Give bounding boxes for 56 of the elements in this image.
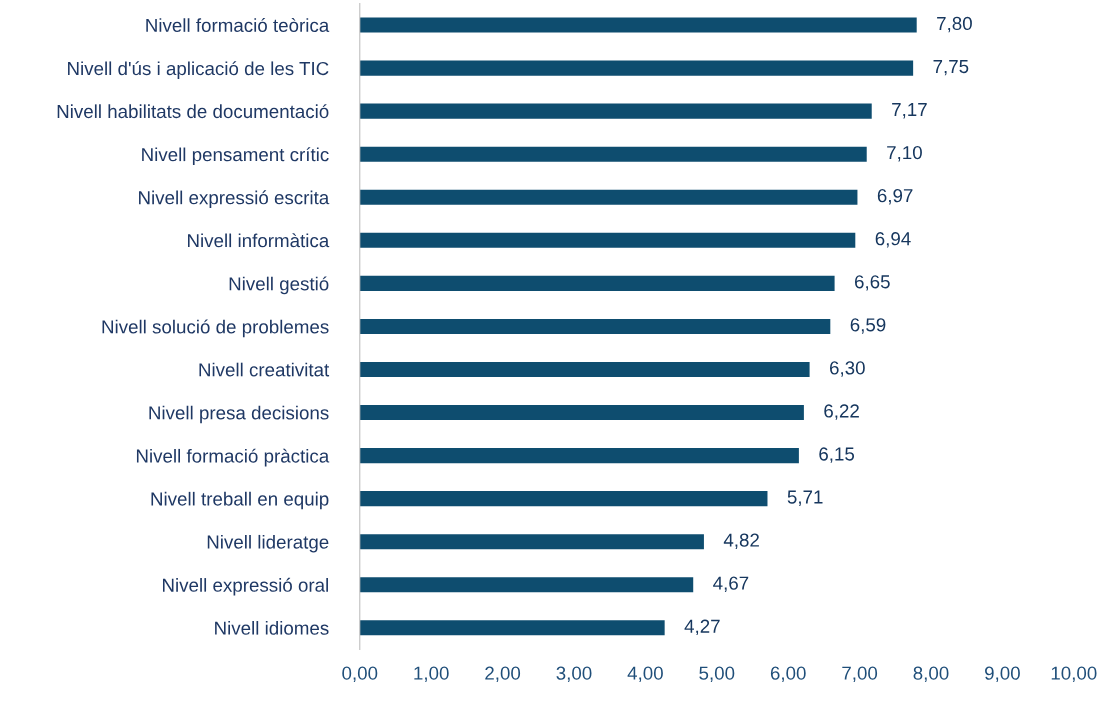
- bar: [359, 577, 694, 593]
- data-label: 7,75: [933, 60, 969, 76]
- data-label: 6,22: [824, 404, 859, 420]
- y-tick-label: Nivell informàtica: [188, 233, 330, 248]
- bar: [359, 189, 858, 205]
- y-tick-label: Nivell treball en equip: [151, 491, 329, 510]
- x-tick-label: 3,00: [556, 666, 592, 682]
- data-label: 7,10: [887, 145, 922, 162]
- data-label: 6,65: [854, 275, 890, 291]
- x-tick-label: 10,00: [1051, 666, 1097, 682]
- x-tick-label: 4,00: [627, 666, 663, 682]
- data-label: 4,67: [713, 576, 749, 593]
- y-tick-label: Nivell expressió escrita: [139, 190, 330, 209]
- bar: [359, 620, 665, 636]
- data-label: 4,82: [723, 533, 759, 549]
- y-tick-label: Nivell formació pràctica: [136, 448, 330, 467]
- data-label: 4,27: [684, 619, 720, 636]
- y-tick-label: Nivell expressió oral: [162, 577, 328, 596]
- x-tick-label: 0,00: [342, 666, 378, 682]
- bar: [359, 318, 831, 334]
- y-tick-label: Nivell creativitat: [199, 362, 330, 377]
- y-tick-label: Nivell d'ús i aplicació de les TIC: [68, 61, 329, 79]
- x-tick-label: 8,00: [913, 666, 949, 682]
- y-tick-label: Nivell presa decisions: [149, 405, 329, 424]
- x-tick-label: 5,00: [699, 666, 735, 682]
- y-tick-label: Nivell idiomes: [215, 621, 329, 635]
- data-label: 5,71: [787, 490, 823, 506]
- bar: [359, 275, 835, 291]
- x-tick-label: 9,00: [985, 666, 1020, 682]
- bar: [359, 448, 799, 464]
- y-tick-label: Nivell solució de problemes: [102, 319, 329, 338]
- bar: [359, 534, 704, 550]
- x-tick-label: 2,00: [485, 666, 521, 682]
- x-tick-label: 1,00: [414, 666, 449, 682]
- y-tick-label: Nivell lideratge: [207, 534, 329, 553]
- data-label: 7,17: [892, 103, 927, 119]
- bar: [359, 405, 804, 421]
- y-tick-label: Nivell gestió: [229, 276, 329, 295]
- bar: [359, 361, 810, 378]
- bar: [359, 60, 914, 76]
- data-label: 6,97: [877, 189, 913, 205]
- y-tick-label: Nivell formació teòrica: [146, 18, 330, 33]
- bar: [359, 146, 867, 162]
- data-label: 6,30: [830, 361, 865, 377]
- data-label: 7,80: [937, 16, 972, 33]
- x-tick-label: 7,00: [842, 666, 878, 682]
- data-label: 6,59: [850, 318, 886, 334]
- y-tick-label: Nivell pensament crític: [142, 147, 329, 165]
- x-tick-label: 6,00: [770, 666, 806, 682]
- bar: [359, 17, 917, 33]
- data-label: 6,15: [819, 447, 855, 463]
- bar: [359, 232, 856, 248]
- data-label: 6,94: [875, 232, 911, 248]
- bar: [359, 103, 872, 119]
- bar: [359, 491, 768, 507]
- y-tick-label: Nivell habilitats de documentació: [57, 104, 329, 119]
